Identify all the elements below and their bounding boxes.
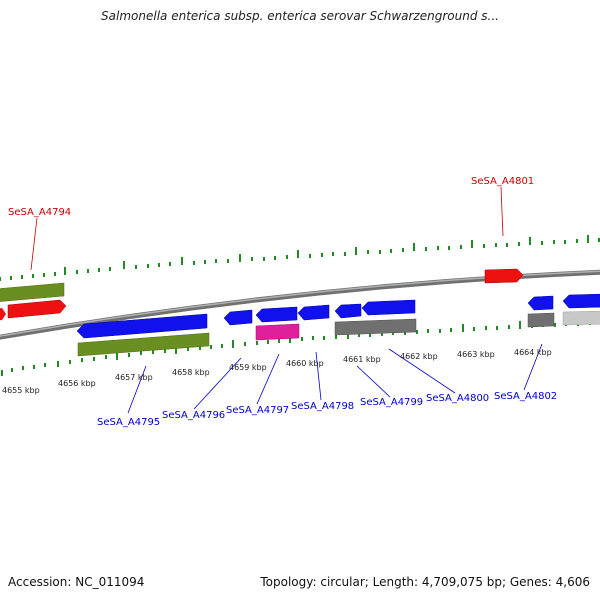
- gene-sesa-a4798[interactable]: [297, 304, 330, 321]
- gene-label-reverse[interactable]: SeSA_A4799: [360, 397, 423, 408]
- scale-label: 4660 kbp: [286, 359, 324, 368]
- label-connectors: [30, 186, 543, 414]
- gene-sesa-a4795-olive[interactable]: [77, 332, 210, 357]
- scale-label: 4659 kbp: [229, 363, 267, 372]
- reverse-genes: [76, 293, 600, 357]
- inner-tick-row: [1, 318, 591, 376]
- gene-sesa-a4801[interactable]: [484, 268, 524, 284]
- scale-label: 4658 kbp: [172, 368, 210, 377]
- gene-sesa-a4795[interactable]: [76, 313, 208, 339]
- gene-sesa-a4800-gray[interactable]: [334, 318, 417, 336]
- gene-olive-left[interactable]: [0, 282, 65, 302]
- gene-label-forward[interactable]: SeSA_A4794: [8, 207, 71, 218]
- gene-sesa-a4797[interactable]: [255, 306, 298, 323]
- outer-tick-row: [0, 235, 600, 281]
- scale-label: 4656 kbp: [58, 379, 96, 388]
- gene-sesa-a4799[interactable]: [334, 303, 362, 319]
- gene-sesa-a4800[interactable]: [361, 299, 416, 316]
- gene-label-reverse[interactable]: SeSA_A4800: [426, 393, 489, 404]
- gene-label-forward[interactable]: SeSA_A4801: [471, 176, 534, 187]
- scale-label: 4657 kbp: [115, 373, 153, 382]
- gene-sesa-a4802[interactable]: [527, 295, 554, 311]
- gene-label-reverse[interactable]: SeSA_A4796: [162, 410, 225, 421]
- gene-label-reverse[interactable]: SeSA_A4795: [97, 417, 160, 428]
- gene-lightgray-right-edge[interactable]: [562, 310, 600, 326]
- forward-genes: [0, 268, 524, 321]
- scale-label: 4661 kbp: [343, 355, 381, 364]
- gene-label-reverse[interactable]: SeSA_A4797: [226, 405, 289, 416]
- scale-label: 4663 kbp: [457, 350, 495, 359]
- scale-label: 4664 kbp: [514, 348, 552, 357]
- gene-sesa-a4794[interactable]: [7, 299, 67, 319]
- gene-red-left-small[interactable]: [0, 308, 6, 321]
- gene-blue-right-edge[interactable]: [562, 293, 600, 309]
- gene-label-reverse[interactable]: SeSA_A4802: [494, 391, 557, 402]
- scale-labels: 4655 kbp 4656 kbp 4657 kbp 4658 kbp 4659…: [2, 348, 552, 395]
- gene-sesa-a4797-magenta[interactable]: [255, 323, 300, 341]
- genome-title: Salmonella enterica subsp. enterica sero…: [101, 9, 499, 23]
- genome-stats-text: Topology: circular; Length: 4,709,075 bp…: [260, 575, 590, 589]
- gene-label-reverse[interactable]: SeSA_A4798: [291, 401, 354, 412]
- gene-labels: SeSA_A4794 SeSA_A4801 SeSA_A4795 SeSA_A4…: [8, 176, 557, 428]
- accession-text: Accession: NC_011094: [8, 575, 145, 589]
- scale-label: 4655 kbp: [2, 386, 40, 395]
- gene-sesa-a4802-gray[interactable]: [527, 312, 555, 328]
- scale-label: 4662 kbp: [400, 352, 438, 361]
- gene-sesa-a4796[interactable]: [223, 309, 253, 326]
